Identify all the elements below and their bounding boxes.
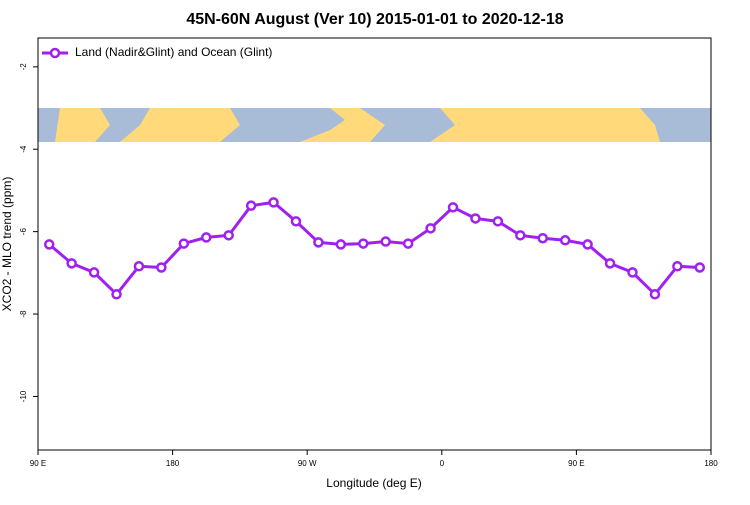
point: [201, 232, 212, 243]
y-tick-label: -2: [19, 63, 28, 71]
legend-marker: [49, 47, 61, 59]
y-tick-label: -6: [19, 228, 28, 236]
point: [582, 239, 593, 250]
point: [559, 235, 571, 246]
x-tick-label: 0: [440, 459, 445, 468]
point: [66, 258, 77, 269]
point: [223, 230, 234, 241]
x-axis-label: Longitude (deg E): [326, 476, 421, 490]
map-band: [38, 108, 711, 142]
point: [245, 200, 257, 211]
point: [358, 238, 369, 249]
point: [88, 267, 100, 278]
x-tick-label: 90 W: [298, 459, 317, 468]
point: [470, 213, 481, 224]
point: [672, 260, 683, 272]
point: [627, 267, 638, 278]
point: [604, 258, 616, 269]
point: [156, 262, 167, 273]
point: [111, 289, 122, 300]
series-line: [48, 200, 700, 297]
point: [335, 239, 347, 250]
point: [43, 239, 55, 250]
x-tick-label: 90 E: [568, 459, 584, 468]
y-tick-label: -4: [19, 145, 28, 153]
point: [447, 202, 459, 213]
point: [290, 216, 302, 227]
y-tick-label: -8: [19, 310, 28, 318]
plot-frame: [37, 37, 712, 451]
point: [694, 262, 706, 273]
x-tick-label: 180: [166, 459, 180, 468]
point: [313, 237, 324, 248]
x-tick-label: 90 E: [30, 459, 46, 468]
legend-label: Land (Nadir&Glint) and Ocean (Glint): [75, 45, 272, 59]
y-tick-label: -10: [19, 390, 28, 402]
chart-title: 45N-60N August (Ver 10) 2015-01-01 to 20…: [186, 11, 563, 28]
point: [268, 197, 279, 208]
point: [425, 223, 436, 234]
point: [402, 238, 414, 249]
point: [133, 260, 145, 272]
point: [380, 236, 391, 247]
x-tick-label: 180: [704, 459, 718, 468]
point: [537, 232, 548, 244]
point: [492, 216, 504, 227]
point: [649, 289, 661, 300]
y-axis-label: XCO2 - MLO trend (ppm): [0, 177, 14, 312]
point: [515, 230, 526, 241]
point: [178, 238, 190, 249]
